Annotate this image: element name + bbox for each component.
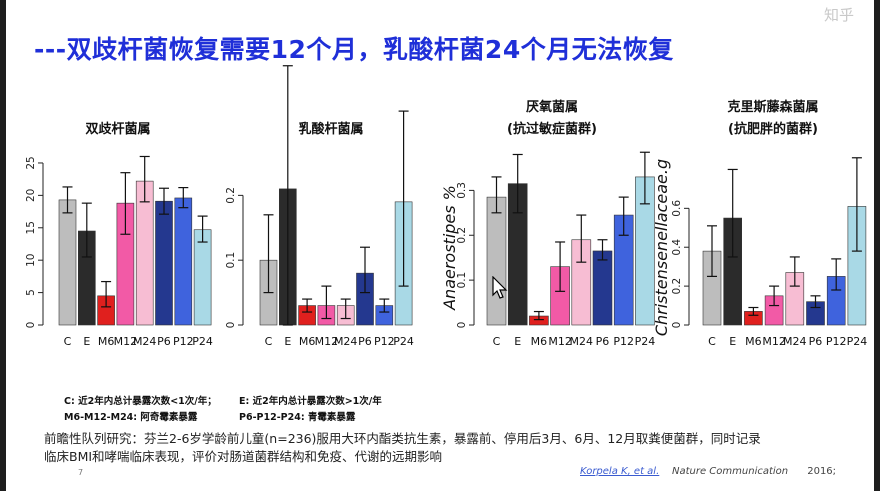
study-description-line1: 前瞻性队列研究：芬兰2-6岁学龄前儿童(n=236)服用大环内酯类抗生素，暴露前… bbox=[44, 431, 761, 446]
chart1-category-label: M24 bbox=[133, 335, 157, 348]
chart1-category-label: P6 bbox=[157, 335, 171, 348]
chart4-title: 克里斯藤森菌属 bbox=[727, 99, 818, 115]
page-number: 7 bbox=[78, 468, 84, 477]
chart1-category-label: P12 bbox=[173, 335, 194, 348]
chart2-y-tick-label: 0.1 bbox=[225, 252, 237, 269]
chart3-y-tick-label: 0.2 bbox=[456, 227, 468, 244]
chart2-y-tick-label: 0 bbox=[225, 322, 237, 329]
chart2-title: 乳酸杆菌属 bbox=[298, 121, 363, 137]
chart3-category-label: P12 bbox=[613, 335, 634, 348]
chart2-category-label: E bbox=[284, 335, 291, 348]
chart3-subtitle: (抗过敏症菌群) bbox=[507, 121, 597, 137]
chart3-bar-C bbox=[486, 196, 507, 326]
chart1-category-label: M6 bbox=[98, 335, 115, 348]
chart2-category-label: M24 bbox=[334, 335, 358, 348]
citation-year: 2016; bbox=[807, 466, 837, 477]
citation-journal: Nature Communication bbox=[672, 466, 789, 477]
chart4-y-tick-label: 0.6 bbox=[671, 200, 683, 217]
chart2-category-label: M12 bbox=[315, 335, 339, 348]
chart1-bar-P24 bbox=[193, 229, 212, 326]
chart3-y-tick-label: 0.1 bbox=[456, 272, 468, 289]
citation: Korpela K, et al. Nature Communication 2… bbox=[580, 466, 836, 477]
chart1-y-tick-label: 20 bbox=[25, 189, 37, 202]
chart1-bar-C bbox=[58, 199, 77, 326]
study-description-line2: 临床BMI和哮喘临床表现，评价对肠道菌群结构和免疫、代谢的远期影响 bbox=[44, 449, 443, 464]
chart3-category-label: C bbox=[493, 335, 501, 348]
chart1-category-label: P24 bbox=[192, 335, 213, 348]
chart2-category-label: P12 bbox=[374, 335, 395, 348]
chart3-category-label: M12 bbox=[548, 335, 572, 348]
chart1-y-tick-label: 15 bbox=[25, 221, 37, 234]
chart3-category-label: M24 bbox=[570, 335, 594, 348]
chart3-category-label: E bbox=[514, 335, 521, 348]
chart3-category-label: P6 bbox=[596, 335, 610, 348]
chart3-y-tick-label: 0.3 bbox=[456, 182, 468, 199]
chart3-category-label: M6 bbox=[531, 335, 548, 348]
chart1-bar-P6 bbox=[155, 200, 173, 326]
chart1-category-label: E bbox=[83, 335, 90, 348]
chart4-category-label: M12 bbox=[762, 335, 786, 348]
chart4-y-label: Christensenellaceae.g bbox=[652, 159, 671, 336]
legend-control-def: C: 近2年内总计暴露次数<1次/年； bbox=[64, 396, 217, 407]
slide-headline: ---双歧杆菌恢复需要12个月，乳酸杆菌24个月无法恢复 bbox=[34, 35, 674, 64]
chart3-bar-P6 bbox=[592, 250, 613, 326]
chart4-category-label: P12 bbox=[826, 335, 847, 348]
chart2-category-label: P6 bbox=[358, 335, 372, 348]
citation-author: Korpela K, et al. bbox=[580, 466, 660, 477]
legend-macrolide-def: M6-M12-M24: 阿奇霉素暴露 bbox=[64, 412, 198, 423]
chart1-category-label: M12 bbox=[114, 335, 138, 348]
chart3-title: 厌氧菌属 bbox=[526, 99, 578, 115]
chart4-subtitle: (抗肥胖的菌群) bbox=[728, 121, 818, 137]
chart2-category-label: P24 bbox=[393, 335, 414, 348]
mouse-cursor-icon bbox=[492, 276, 508, 299]
chart4-y-tick-label: 0.2 bbox=[671, 278, 683, 295]
chart1-y-tick-label: 0 bbox=[25, 322, 37, 329]
chart1-bar-P12 bbox=[174, 197, 193, 326]
legend-exposed-def: E: 近2年内总计暴露次数>1次/年 bbox=[239, 396, 382, 407]
chart3-y-label: Anaerostipes % bbox=[440, 185, 459, 311]
chart3-y-tick-label: 0 bbox=[456, 322, 468, 329]
chart2-category-label: M6 bbox=[299, 335, 316, 348]
chart2-y-tick-label: 0.2 bbox=[225, 187, 237, 204]
chart4-category-label: P24 bbox=[847, 335, 868, 348]
slide: 知乎 ---双歧杆菌恢复需要12个月，乳酸杆菌24个月无法恢复 双歧杆菌属 0 5 1… bbox=[6, 0, 874, 491]
chart1-y-tick-label: 25 bbox=[25, 156, 37, 169]
chart1-y-tick-label: 10 bbox=[25, 253, 37, 266]
chart4-category-label: E bbox=[729, 335, 736, 348]
chart4-category-label: P6 bbox=[809, 335, 823, 348]
chart1-title: 双歧杆菌属 bbox=[85, 121, 150, 137]
chart1-y-tick-label: 5 bbox=[25, 289, 37, 296]
watermark: 知乎 bbox=[823, 6, 854, 24]
chart4-category-label: M6 bbox=[745, 335, 762, 348]
chart2-category-label: C bbox=[265, 335, 273, 348]
chart4-category-label: M24 bbox=[783, 335, 807, 348]
chart1-bar-M24 bbox=[135, 180, 154, 326]
chart4-category-label: C bbox=[708, 335, 716, 348]
chart4-y-tick-label: 0 bbox=[671, 322, 683, 329]
legend-penicillin-def: P6-P12-P24: 青霉素暴露 bbox=[239, 412, 356, 423]
chart3-category-label: P24 bbox=[635, 335, 656, 348]
chart1-category-label: C bbox=[64, 335, 72, 348]
chart4-y-tick-label: 0.4 bbox=[671, 239, 683, 256]
